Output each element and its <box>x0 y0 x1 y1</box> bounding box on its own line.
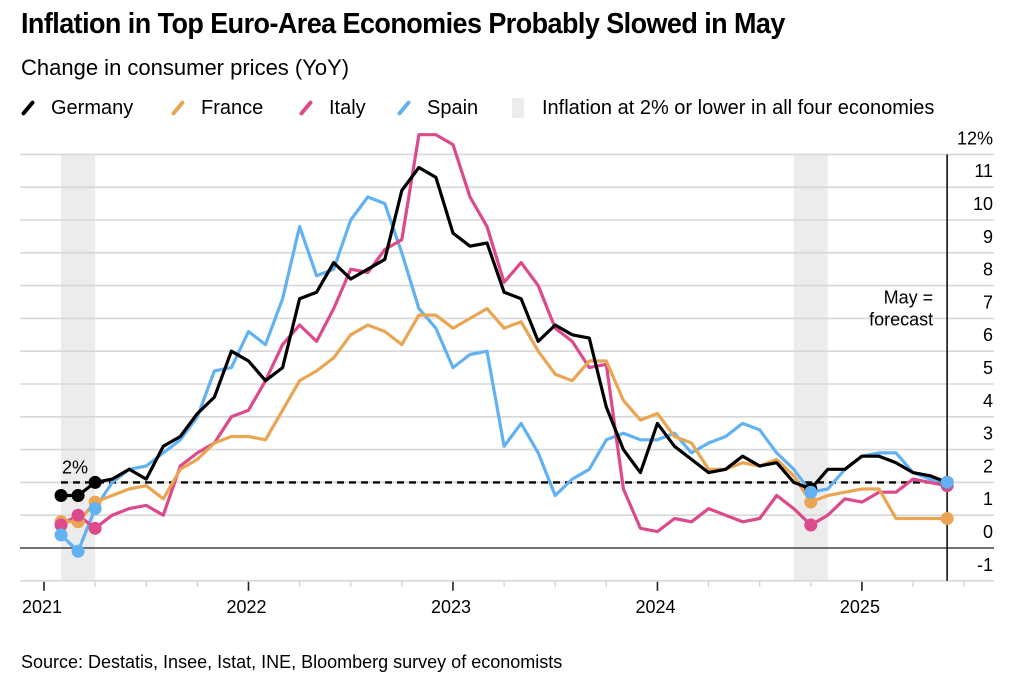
series-markers <box>54 475 954 558</box>
gridlines <box>20 153 994 582</box>
forecast-annotation-line-2: forecast <box>869 310 933 330</box>
x-axis: 2021 2022 2023 2024 2025 <box>22 581 965 617</box>
y-tick-label: -1 <box>977 555 993 575</box>
data-point-spain <box>71 544 85 558</box>
legend-label: France <box>201 96 264 119</box>
legend-item-france: France <box>171 94 263 122</box>
series-line-spain <box>59 195 949 553</box>
x-tick-label: 2025 <box>840 597 880 617</box>
shaded-period <box>793 154 828 581</box>
legend-item-germany: Germany <box>21 94 133 122</box>
data-point-spain <box>88 502 102 516</box>
data-point-spain <box>940 475 954 489</box>
legend-label: Spain <box>427 96 479 119</box>
series-line-germany <box>59 165 949 498</box>
shade-swatch-icon <box>512 98 524 118</box>
data-point-italy <box>71 508 85 522</box>
data-point-france <box>940 511 954 525</box>
x-tick-label: 2022 <box>226 597 266 617</box>
y-axis: -1 0 1 2 3 4 5 6 7 8 9 10 11 12% <box>957 128 993 574</box>
shaded-periods <box>61 154 828 581</box>
x-tick-label: 2024 <box>635 597 675 617</box>
forecast-annotation-line-1: May = <box>884 288 934 308</box>
y-tick-label: 10 <box>973 194 993 214</box>
data-point-spain <box>54 528 68 542</box>
y-tick-label: 3 <box>983 424 993 444</box>
legend-item-spain: Spain <box>397 94 478 122</box>
reference-line-label: 2% <box>62 457 88 477</box>
legend-item-shaded-period: Inflation at 2% or lower in all four eco… <box>512 94 934 122</box>
y-tick-label: 4 <box>983 391 993 411</box>
x-tick-label: 2021 <box>22 597 62 617</box>
data-point-italy <box>54 518 68 532</box>
y-tick-label: 11 <box>974 161 993 181</box>
source-note: Source: Destatis, Insee, Istat, INE, Blo… <box>21 652 563 672</box>
y-tick-label: 7 <box>983 292 993 312</box>
data-point-spain <box>804 485 818 499</box>
y-tick-label: 1 <box>983 489 993 509</box>
data-point-germany <box>88 475 102 489</box>
data-point-italy <box>804 518 818 532</box>
x-tick-label: 2023 <box>431 597 471 617</box>
y-tick-label: 12% <box>957 128 993 148</box>
y-tick-label: 9 <box>983 227 993 247</box>
y-tick-label: 5 <box>983 358 993 378</box>
y-tick-label: 8 <box>983 260 993 280</box>
forecast-marker: May = forecast <box>869 154 948 581</box>
data-point-germany <box>71 489 85 503</box>
y-tick-label: 6 <box>983 325 993 345</box>
chart-subtitle: Change in consumer prices (YoY) <box>21 55 350 80</box>
y-tick-label: 0 <box>983 522 993 542</box>
chart-title: Inflation in Top Euro-Area Economies Pro… <box>21 8 785 40</box>
legend-label: Germany <box>51 96 134 119</box>
legend-item-italy: Italy <box>299 94 366 122</box>
data-point-germany <box>54 489 68 503</box>
line-chart: 2021 2022 2023 2024 2025 -1 0 1 2 3 4 5 6 7 8 9 10 11 12%… <box>20 128 994 617</box>
series-lines <box>59 133 949 553</box>
data-point-france <box>804 495 818 509</box>
data-point-italy <box>88 521 102 535</box>
legend-label: Italy <box>329 96 366 119</box>
legend-label: Inflation at 2% or lower in all four eco… <box>542 96 935 119</box>
y-tick-label: 2 <box>983 456 993 476</box>
